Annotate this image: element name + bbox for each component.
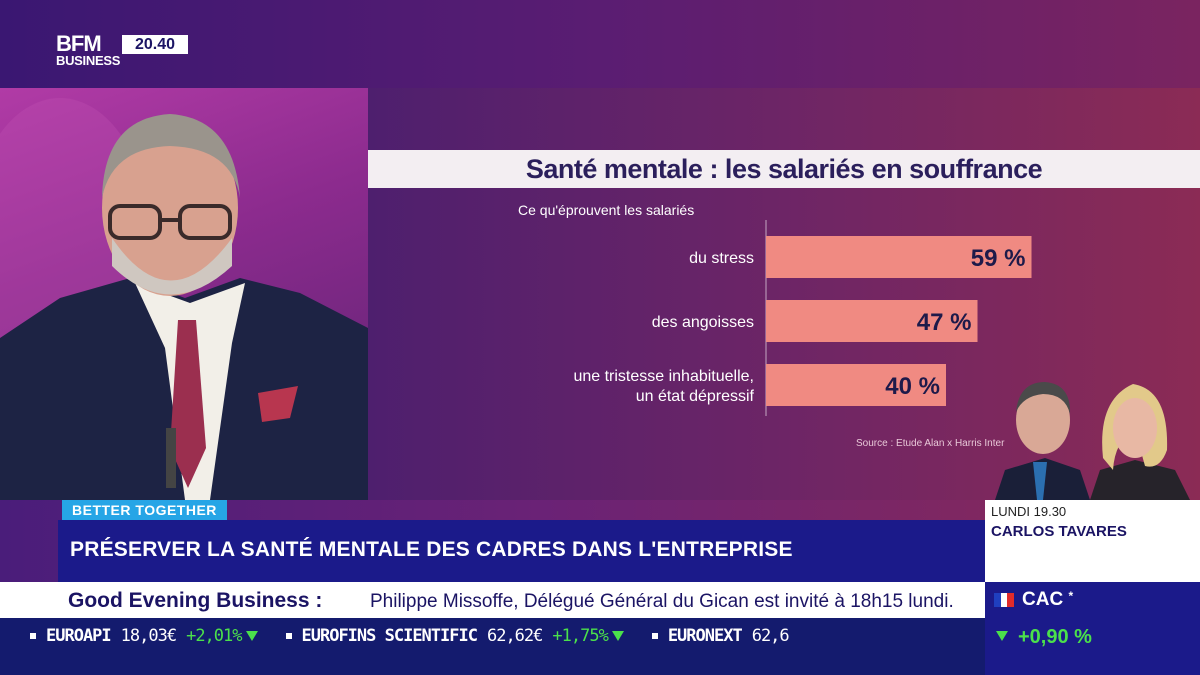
guests-illustration (995, 382, 1190, 500)
chart-value-label: 40 % (885, 373, 940, 400)
ticker-item: EURONEXT 62,6 (651, 626, 799, 646)
presenter-illustration (0, 98, 368, 500)
top-band (0, 0, 1200, 88)
chart-title: Santé mentale : les salariés en souffran… (525, 154, 1043, 184)
guests-photo (985, 370, 1200, 500)
guest-info-box: LUNDI 19.30 CARLOS TAVARES (985, 500, 1200, 582)
ticker-item: EUROFINS SCIENTIFIC 62,62€ +1,75% (285, 626, 624, 646)
ticker-name: EURONEXT (667, 626, 743, 646)
ticker-value: 62,6 (751, 626, 790, 646)
chart-category-label: des angoisses (652, 314, 754, 331)
chart-category-label: du stress (689, 250, 754, 267)
bfm-business-logo: BFM BUSINESS (56, 31, 121, 68)
ticker-change: +1,75% (552, 626, 608, 646)
ticker-change: +2,01% (186, 626, 242, 646)
index-change: +0,90 % (1018, 626, 1092, 648)
index-marker: * (1068, 589, 1074, 603)
guest-day-time: LUNDI 19.30 (991, 504, 1067, 519)
bar-chart: 59 % du stress 47 % des angoisses 40 % une tr… (573, 220, 1032, 416)
info-text: Philippe Missoffe, Délégué Général du Gi… (370, 591, 954, 612)
program-tag: BETTER TOGETHER (62, 500, 227, 520)
index-name: CAC * (1022, 589, 1073, 611)
ticker-name: EUROFINS SCIENTIFIC (301, 626, 478, 646)
presenter-video (0, 88, 368, 500)
logo-business-text: BUSINESS (56, 53, 121, 68)
chart-category-label: une tristesse inhabituelle, un état dépre… (573, 368, 754, 405)
chart-bar (766, 236, 1032, 278)
ticker-bullet-icon (285, 633, 292, 639)
chart-subtitle: Ce qu'éprouvent les salariés (518, 202, 695, 218)
chart-value-label: 59 % (971, 245, 1026, 272)
arrow-down-icon (245, 631, 258, 641)
chart-bar (766, 300, 978, 342)
ticker-bullet-icon (651, 633, 658, 639)
ticker-value: 18,03€ (120, 626, 177, 646)
ticker-item: EUROAPI 18,03€ +2,01% (30, 626, 258, 646)
guest-name: CARLOS TAVARES (991, 523, 1127, 540)
logo-bfm-text: BFM (56, 31, 102, 56)
arrow-down-icon (996, 631, 1008, 641)
ticker-value: 62,62€ (486, 626, 543, 646)
france-flag-icon (994, 593, 1015, 607)
chart-bar (766, 364, 946, 406)
index-box (985, 582, 1200, 675)
clock: 20.40 (122, 35, 188, 54)
ticker-bullet-icon (30, 633, 36, 639)
chart-source: Source : Etude Alan x Harris Inter (856, 438, 1005, 449)
headline: PRÉSERVER LA SANTÉ MENTALE DES CADRES DA… (70, 538, 793, 561)
ticker-name: EUROAPI (46, 626, 112, 646)
info-show-name: Good Evening Business : (68, 589, 323, 612)
stock-ticker: EUROAPI 18,03€ +2,01% EUROFINS SCIENTIFI… (30, 623, 985, 649)
chart-title-bar (368, 150, 1200, 188)
index-name-text: CAC (1022, 589, 1064, 610)
headline-band (58, 520, 985, 582)
chart-value-label: 47 % (917, 309, 972, 336)
arrow-down-icon (611, 631, 624, 641)
